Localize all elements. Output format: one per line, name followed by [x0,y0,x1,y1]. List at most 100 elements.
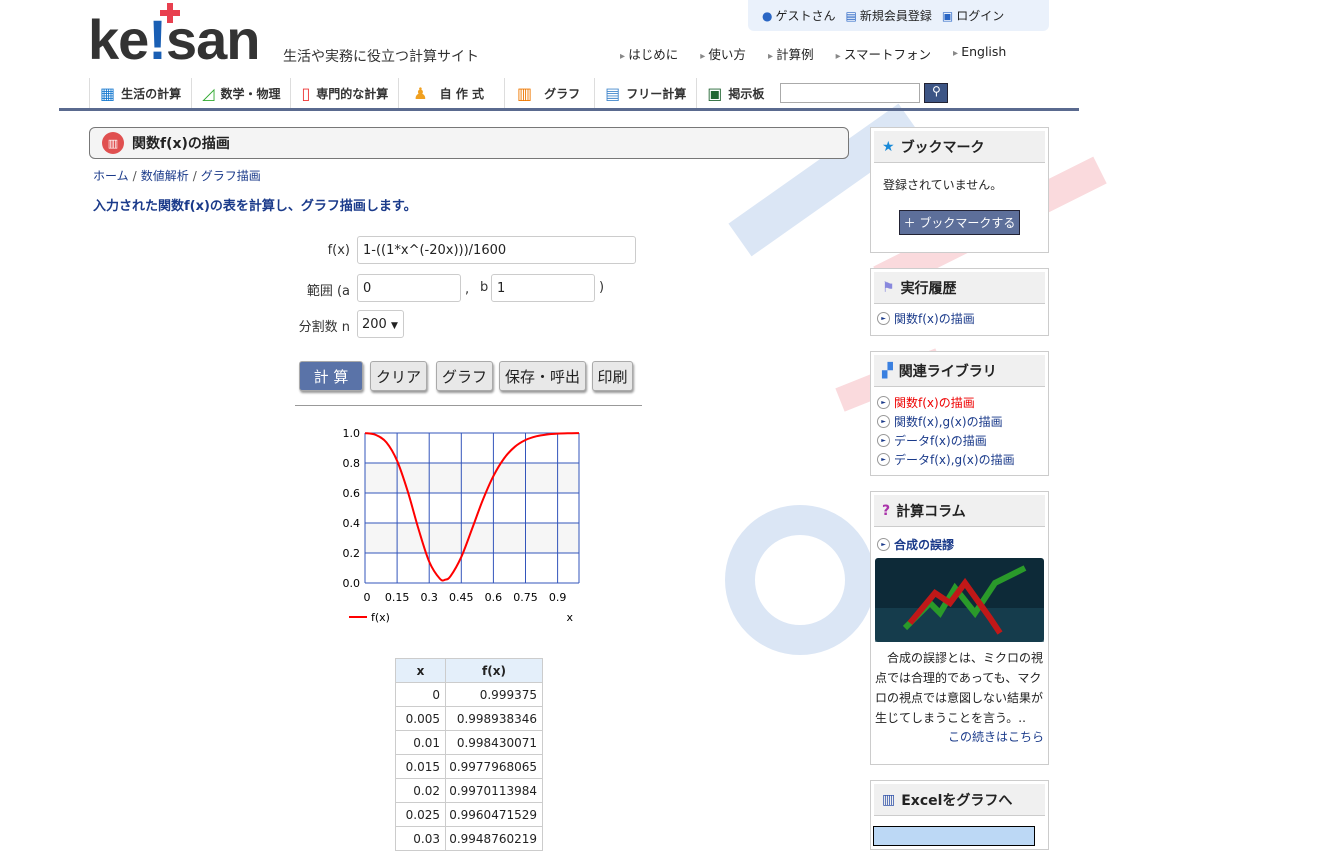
range-label: 範囲 (a [306,284,350,299]
nav-math[interactable]: ◿ 数学・物理 [191,78,290,108]
nav-professional[interactable]: ▯ 専門的な計算 [290,78,398,108]
library-item[interactable]: 関数f(x),g(x)の描画 [871,412,1048,431]
nav-board[interactable]: ▣ 掲示板 [696,78,774,108]
nav-life[interactable]: ▦ 生活の計算 [89,78,191,108]
cell-x: 0.005 [395,706,446,731]
guest-link[interactable]: ● ゲストさん [762,8,836,24]
cell-x: 0.01 [395,730,446,755]
nav-divider [59,108,1079,111]
x-tick-label: 0.75 [513,591,538,604]
comma: , [465,282,470,297]
a-input[interactable]: 0 [357,274,461,302]
table-row: 0.02 0.9970113984 [395,778,543,803]
cell-x: 0.03 [395,826,446,851]
cell-x: 0.015 [395,754,446,779]
search-input[interactable] [780,83,921,103]
n-label: 分割数 n [298,320,350,335]
read-more-link[interactable]: この続きはこちら [947,730,1044,744]
b-input[interactable]: 1 [491,274,595,302]
legend-label: f(x) [371,611,390,624]
n-select[interactable]: 200 ▼ [357,310,404,338]
column-panel: ?計算コラム 合成の誤謬 合成の誤謬とは、ミクロの視点では合理的であっても、マク… [870,491,1049,765]
cell-x: 0.025 [395,802,446,827]
lock-icon: ▣ [941,8,954,23]
nav-custom[interactable]: ♟ 自 作 式 [398,78,504,108]
link-smartphone[interactable]: スマートフォン [836,44,931,63]
logo[interactable]: ke!san [88,8,260,71]
y-tick-label: 0.8 [343,457,361,470]
lead-text: 入力された関数f(x)の表を計算し、グラフ描画します。 [93,199,417,214]
column-text: 合成の誤謬とは、ミクロの視点では合理的であっても、マクロの視点では意図しない結果… [875,651,1044,725]
search-icon: ⚲ [932,84,941,98]
cell-x: 0.02 [395,778,446,803]
link-english[interactable]: English [953,44,1006,63]
table-row: 0 0.999375 [395,682,543,707]
logo-plus-icon [160,3,180,23]
people-icon: ♟ [413,83,428,103]
user-box: ● ゲストさん ▤ 新規会員登録 ▣ ログイン [748,0,1049,31]
question-cloud-icon: ? [882,502,891,519]
nav-free-calc[interactable]: ▤ フリー計算 [594,78,696,108]
notepad-icon: ▤ [605,83,621,103]
cell-fx: 0.9970113984 [445,778,543,803]
x-tick-label: 0.15 [385,591,410,604]
cell-fx: 0.9948760219 [445,826,543,851]
divider [295,405,642,406]
column-link[interactable]: 合成の誤謬 [871,535,1048,554]
x-tick-label: 0.45 [449,591,474,604]
bookmark-panel: ★ ブックマーク 登録されていません。 ＋ ブックマークする [870,127,1049,253]
cell-fx: 0.9960471529 [445,802,543,827]
column-image[interactable] [875,558,1044,642]
x-axis-label: x [566,611,573,624]
graph-button[interactable]: グラフ [436,361,493,391]
star-icon: ★ [882,138,895,155]
cell-fx: 0.999375 [445,682,543,707]
link-usage[interactable]: 使い方 [700,44,746,63]
cell-fx: 0.998430071 [445,730,543,755]
link-examples[interactable]: 計算例 [768,44,814,63]
y-tick-label: 0.2 [343,547,361,560]
breadcrumb: ホーム / 数値解析 / グラフ描画 [93,169,261,183]
library-item[interactable]: データf(x),g(x)の描画 [871,450,1048,469]
y-tick-label: 1.0 [343,427,361,440]
save-load-button[interactable]: 保存・呼出 [499,361,586,391]
library-item[interactable]: 関数f(x)の描画 [871,393,1048,412]
library-item[interactable]: データf(x)の描画 [871,431,1048,450]
flag-icon: ⚑ [882,279,895,296]
y-tick-label: 0.0 [343,577,361,590]
x-tick-label: 0.9 [549,591,567,604]
print-button[interactable]: 印刷 [592,361,633,391]
link-intro[interactable]: はじめに [620,44,678,63]
crumb-numerical[interactable]: 数値解析 [140,169,189,183]
crumb-graph[interactable]: グラフ描画 [200,169,261,183]
table-row: 0.015 0.9977968065 [395,754,543,779]
nav-graph[interactable]: ▥ グラフ [504,78,594,108]
cell-fx: 0.998938346 [445,706,543,731]
fx-input[interactable]: 1-((1*x^(-20x)))/1600 [357,236,636,264]
history-item[interactable]: 関数f(x)の描画 [871,309,1048,328]
chart-icon: ▥ [102,132,124,154]
calculate-button[interactable]: 計 算 [299,361,363,391]
crumb-home[interactable]: ホーム [93,169,129,183]
login-link[interactable]: ▣ ログイン [941,8,1005,24]
search-button[interactable]: ⚲ [924,83,949,103]
table-row: 0.01 0.998430071 [395,730,543,755]
table-row: 0.025 0.9960471529 [395,802,543,827]
register-link[interactable]: ▤ 新規会員登録 [845,8,932,24]
excel-image[interactable] [873,826,1035,846]
triangle-ruler-icon: ◿ [202,83,215,103]
book-icon: ▯ [301,83,311,103]
x-tick-label: 0 [364,591,371,604]
add-bookmark-button[interactable]: ＋ ブックマークする [899,210,1020,235]
series-line [364,432,580,582]
dropdown-arrow-icon: ▼ [390,321,398,331]
fx-label: f(x) [327,243,350,258]
related-library-panel: ▞関連ライブラリ 関数f(x)の描画 関数f(x),g(x)の描画 データf(x… [870,351,1049,476]
excel-panel: ▥ Excelをグラフへ [870,780,1049,850]
y-tick-label: 0.4 [343,517,361,530]
page-title: 関数f(x)の描画 [132,136,230,152]
bar-chart-icon: ▥ [517,83,533,103]
y-tick-label: 0.6 [343,487,361,500]
result-table: x f(x) 0 0.999375 0.005 0.998938346 0.01 0.998… [395,658,543,851]
clear-button[interactable]: クリア [370,361,427,391]
